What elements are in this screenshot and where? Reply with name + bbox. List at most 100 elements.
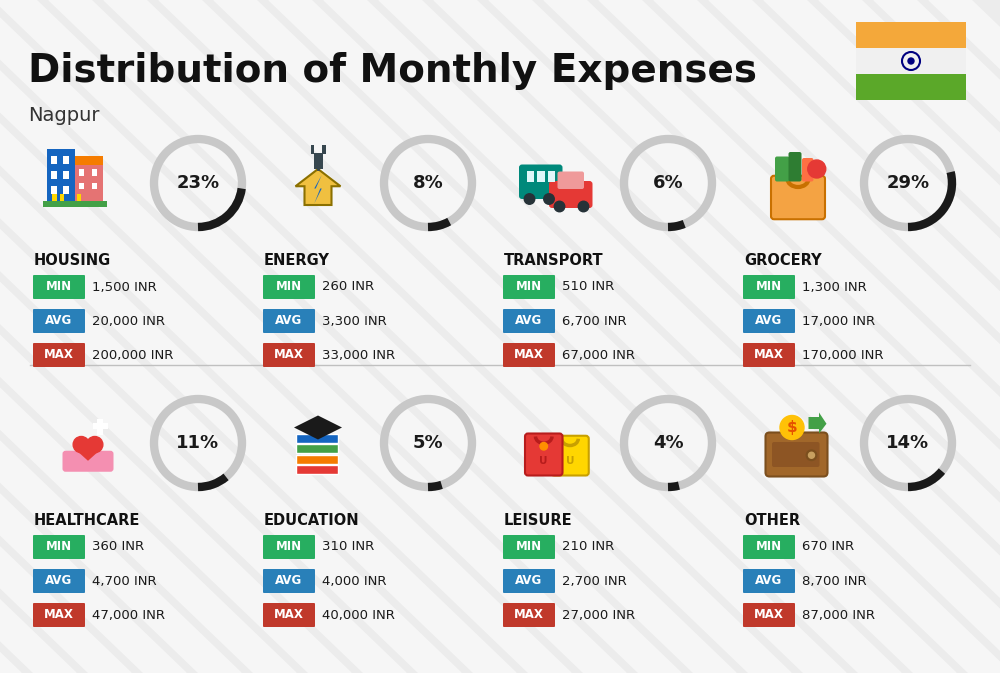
Text: MIN: MIN <box>46 281 72 293</box>
Text: EDUCATION: EDUCATION <box>264 513 360 528</box>
Polygon shape <box>808 413 826 433</box>
FancyBboxPatch shape <box>33 343 85 367</box>
Text: 670 INR: 670 INR <box>802 540 854 553</box>
Text: LEISURE: LEISURE <box>504 513 573 528</box>
Text: $: $ <box>787 420 797 435</box>
Text: MIN: MIN <box>46 540 72 553</box>
Circle shape <box>540 443 548 450</box>
Text: AVG: AVG <box>45 314 73 328</box>
FancyBboxPatch shape <box>503 535 555 559</box>
Text: 360 INR: 360 INR <box>92 540 144 553</box>
FancyBboxPatch shape <box>50 156 56 164</box>
Text: Nagpur: Nagpur <box>28 106 100 125</box>
FancyBboxPatch shape <box>263 535 315 559</box>
Polygon shape <box>294 415 342 439</box>
Text: 6%: 6% <box>653 174 683 192</box>
Text: 8,700 INR: 8,700 INR <box>802 575 867 588</box>
FancyBboxPatch shape <box>525 433 562 476</box>
Text: 210 INR: 210 INR <box>562 540 614 553</box>
FancyBboxPatch shape <box>537 171 544 182</box>
Text: MAX: MAX <box>754 349 784 361</box>
FancyBboxPatch shape <box>856 48 966 74</box>
Text: MAX: MAX <box>44 608 74 621</box>
Circle shape <box>808 452 814 458</box>
Text: OTHER: OTHER <box>744 513 800 528</box>
FancyBboxPatch shape <box>310 421 326 429</box>
Text: 5%: 5% <box>413 434 443 452</box>
Polygon shape <box>314 175 322 203</box>
FancyBboxPatch shape <box>263 275 315 299</box>
FancyBboxPatch shape <box>33 309 85 333</box>
Circle shape <box>554 201 565 212</box>
Text: 33,000 INR: 33,000 INR <box>322 349 395 361</box>
Text: 4%: 4% <box>653 434 683 452</box>
Text: HOUSING: HOUSING <box>34 253 111 268</box>
FancyBboxPatch shape <box>92 182 97 189</box>
FancyBboxPatch shape <box>314 153 322 169</box>
Text: 3,300 INR: 3,300 INR <box>322 314 387 328</box>
FancyBboxPatch shape <box>296 454 338 464</box>
Text: MAX: MAX <box>514 608 544 621</box>
FancyBboxPatch shape <box>33 535 85 559</box>
FancyBboxPatch shape <box>322 145 326 154</box>
FancyBboxPatch shape <box>296 433 338 443</box>
FancyBboxPatch shape <box>548 171 555 182</box>
FancyBboxPatch shape <box>33 569 85 593</box>
FancyBboxPatch shape <box>775 157 790 182</box>
FancyBboxPatch shape <box>263 569 315 593</box>
FancyBboxPatch shape <box>503 343 555 367</box>
Text: 510 INR: 510 INR <box>562 281 614 293</box>
FancyBboxPatch shape <box>97 419 103 435</box>
Text: MAX: MAX <box>274 349 304 361</box>
FancyBboxPatch shape <box>526 171 534 182</box>
FancyBboxPatch shape <box>856 74 966 100</box>
FancyBboxPatch shape <box>743 603 795 627</box>
FancyBboxPatch shape <box>310 145 314 154</box>
FancyBboxPatch shape <box>802 158 814 182</box>
Text: AVG: AVG <box>755 575 783 588</box>
FancyBboxPatch shape <box>74 164 103 201</box>
FancyBboxPatch shape <box>519 164 562 199</box>
Text: AVG: AVG <box>515 575 543 588</box>
Text: MIN: MIN <box>276 281 302 293</box>
Circle shape <box>808 160 826 178</box>
Text: AVG: AVG <box>275 575 303 588</box>
Polygon shape <box>74 444 102 461</box>
FancyBboxPatch shape <box>788 152 802 182</box>
FancyBboxPatch shape <box>60 194 64 201</box>
FancyBboxPatch shape <box>503 275 555 299</box>
Text: 260 INR: 260 INR <box>322 281 374 293</box>
FancyBboxPatch shape <box>503 569 555 593</box>
Text: Distribution of Monthly Expenses: Distribution of Monthly Expenses <box>28 52 757 90</box>
Text: 4,000 INR: 4,000 INR <box>322 575 386 588</box>
Text: ENERGY: ENERGY <box>264 253 330 268</box>
Text: MIN: MIN <box>516 281 542 293</box>
Text: 1,500 INR: 1,500 INR <box>92 281 157 293</box>
FancyBboxPatch shape <box>743 535 795 559</box>
Text: 67,000 INR: 67,000 INR <box>562 349 635 361</box>
FancyBboxPatch shape <box>43 201 107 207</box>
Text: 29%: 29% <box>886 174 930 192</box>
Circle shape <box>806 450 817 460</box>
FancyBboxPatch shape <box>296 465 338 474</box>
Text: AVG: AVG <box>45 575 73 588</box>
FancyBboxPatch shape <box>551 435 589 476</box>
Text: 23%: 23% <box>176 174 220 192</box>
Text: GROCERY: GROCERY <box>744 253 822 268</box>
Circle shape <box>908 58 914 64</box>
FancyBboxPatch shape <box>772 442 820 467</box>
FancyBboxPatch shape <box>92 423 108 429</box>
Text: 20,000 INR: 20,000 INR <box>92 314 165 328</box>
Text: 11%: 11% <box>176 434 220 452</box>
Text: AVG: AVG <box>515 314 543 328</box>
FancyBboxPatch shape <box>63 186 69 194</box>
FancyBboxPatch shape <box>63 171 69 179</box>
Text: MIN: MIN <box>516 540 542 553</box>
Text: 14%: 14% <box>886 434 930 452</box>
FancyBboxPatch shape <box>771 176 825 219</box>
FancyBboxPatch shape <box>47 149 75 201</box>
FancyBboxPatch shape <box>79 169 84 176</box>
Circle shape <box>544 194 554 204</box>
Text: MIN: MIN <box>276 540 302 553</box>
FancyBboxPatch shape <box>62 451 114 472</box>
